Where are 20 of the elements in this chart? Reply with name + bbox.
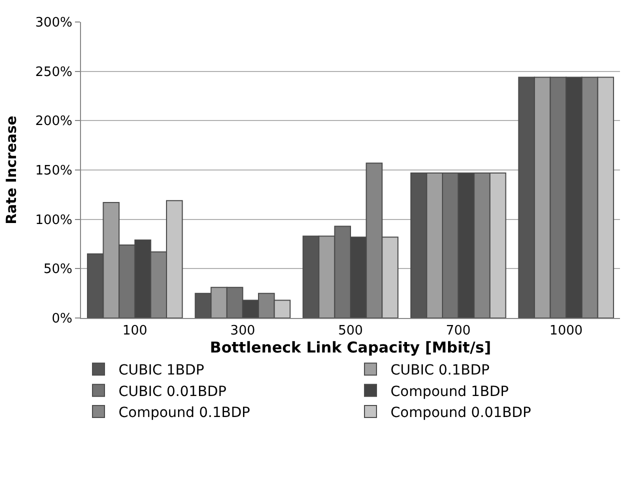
legend-label: Compound 1BDP — [390, 384, 509, 400]
legend-label: Compound 0.1BDP — [118, 404, 250, 421]
y-tick-label: 300% — [35, 16, 72, 31]
y-tick-label: 100% — [35, 212, 72, 228]
x-tick-label: 500 — [338, 324, 363, 339]
y-axis-title: Rate Increase — [4, 116, 20, 224]
legend-label: CUBIC 1BDP — [118, 362, 204, 379]
y-tick-label: 50% — [43, 262, 72, 278]
legend-label: CUBIC 0.1BDP — [390, 362, 490, 379]
x-tick-label: 100 — [122, 324, 148, 339]
y-tick-label: 0% — [52, 312, 72, 327]
x-tick-label: 1000 — [550, 324, 583, 339]
y-tick-label: 150% — [35, 164, 72, 179]
legend-label: Compound 0.01BDP — [390, 404, 532, 421]
y-tick-label: 250% — [35, 64, 72, 80]
y-tick-label: 200% — [35, 114, 72, 130]
x-tick-label: 300 — [230, 324, 256, 339]
x-tick-label: 700 — [446, 324, 471, 339]
legend-label: CUBIC 0.01BDP — [118, 384, 226, 400]
x-axis-title: Bottleneck Link Capacity [Mbit/s] — [210, 338, 492, 357]
